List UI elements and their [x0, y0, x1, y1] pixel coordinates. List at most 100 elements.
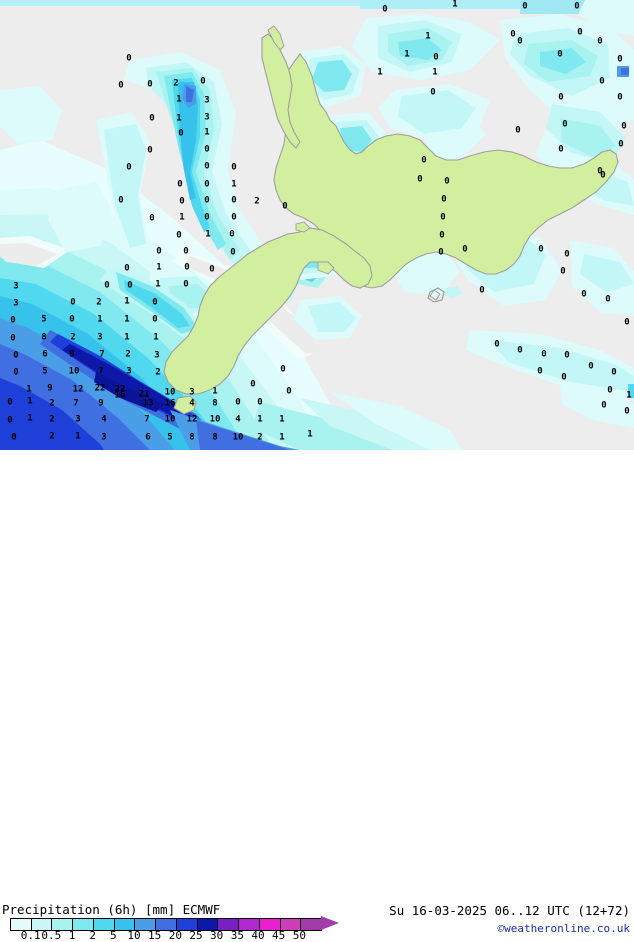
precip-value: 0 — [599, 76, 605, 87]
precip-value: 0 — [229, 229, 235, 240]
precip-value: 0 — [177, 179, 183, 190]
northland-peninsula — [261, 33, 301, 149]
precip-value: 0 — [209, 264, 215, 275]
precip-value: 1 — [279, 414, 285, 425]
precip-value: 1 — [626, 390, 632, 401]
precip-value: 0 — [538, 244, 544, 255]
precip-value: 0 — [257, 397, 263, 408]
precip-value: 0 — [13, 367, 19, 378]
precip-value: 0 — [124, 263, 130, 274]
precip-value: 0 — [7, 415, 13, 426]
precip-value: 0 — [7, 397, 13, 408]
color-scale-tick-15: 15 — [148, 929, 162, 942]
precip-value: 1 — [75, 431, 81, 442]
precip-value: 0 — [515, 125, 521, 136]
precip-value: 0 — [439, 230, 445, 241]
precip-value: 1 — [124, 332, 130, 343]
precip-value: 1 — [176, 113, 182, 124]
precip-value: 0 — [557, 49, 563, 60]
color-scale-tick-40: 40 — [251, 929, 265, 942]
color-scale-tick-45: 45 — [272, 929, 286, 942]
precip-value: 0 — [607, 385, 613, 396]
chatham-islands — [427, 287, 445, 303]
precip-value: 0 — [611, 367, 617, 378]
precip-value: 1 — [26, 384, 32, 395]
precip-value: 2 — [155, 367, 161, 378]
precip-value: 0 — [204, 195, 210, 206]
precip-value: 10 — [68, 366, 80, 377]
precip-value: 1 — [27, 413, 33, 424]
precip-value: 1 — [425, 31, 431, 42]
precip-value: 0 — [250, 379, 256, 390]
precip-value: 1 — [156, 262, 162, 273]
precip-value: 0 — [127, 280, 133, 291]
precip-value: 3 — [204, 95, 210, 106]
precip-value: 0 — [618, 139, 624, 150]
precip-value: 1 — [176, 94, 182, 105]
map-title: Precipitation (6h) [mm] ECMWF — [2, 902, 221, 917]
precip-value: 0 — [231, 212, 237, 223]
precip-value: 0 — [10, 333, 16, 344]
precip-value: 0 — [541, 349, 547, 360]
precip-value: 3 — [101, 432, 107, 443]
precip-value: 0 — [280, 364, 286, 375]
precip-value: 5 — [167, 432, 173, 443]
marlborough-sounds — [295, 221, 311, 233]
precip-value: 0 — [152, 314, 158, 325]
precip-value: 7 — [99, 349, 105, 360]
precip-value: 1 — [404, 49, 410, 60]
color-scale-ticks: 0.1 0.5 1 2 5 10 15 20 25 30 35 40 45 50 — [0, 929, 340, 942]
precip-value: 0 — [605, 294, 611, 305]
precip-value: 1 — [377, 67, 383, 78]
precip-value: 0 — [147, 145, 153, 156]
precip-value: 0 — [149, 213, 155, 224]
precip-value: 4 — [235, 414, 241, 425]
precip-value: 0 — [118, 80, 124, 91]
precip-value: 22 — [94, 383, 106, 394]
precip-value: 0 — [176, 230, 182, 241]
precip-value: 1 — [279, 432, 285, 443]
precip-value: 0 — [574, 1, 580, 12]
precip-value: 2 — [125, 349, 131, 360]
precip-value: 0 — [183, 279, 189, 290]
precip-value: 4 — [101, 414, 107, 425]
precip-value: 3 — [204, 112, 210, 123]
precip-value: 0 — [440, 212, 446, 223]
precip-value: 0 — [597, 166, 603, 177]
precip-value: 3 — [154, 350, 160, 361]
precip-value: 1 — [153, 332, 159, 343]
precip-value: 6 — [145, 432, 151, 443]
precip-value: 1 — [97, 314, 103, 325]
color-scale-tick-25: 25 — [189, 929, 203, 942]
precip-value: 0 — [421, 155, 427, 166]
precip-value: 0 — [70, 297, 76, 308]
map-canvas — [0, 0, 634, 450]
precip-value: 2 — [70, 332, 76, 343]
precip-value: 1 — [212, 386, 218, 397]
forecast-datetime: Su 16-03-2025 06..12 UTC (12+72) — [389, 903, 630, 918]
precip-value: 2 — [257, 432, 263, 443]
precip-value: 0 — [624, 317, 630, 328]
precip-value: 16 — [164, 398, 176, 409]
color-scale-tick-50: 50 — [292, 929, 306, 942]
precip-value: 7 — [98, 366, 104, 377]
color-scale-tick-2: 2 — [89, 929, 96, 942]
color-scale-tick-0.5: 0.5 — [41, 929, 62, 942]
precip-value: 0 — [494, 339, 500, 350]
precip-value: 2 — [254, 196, 260, 207]
precip-value: 1 — [204, 127, 210, 138]
precip-value: 1 — [179, 212, 185, 223]
precip-value: 2 — [49, 398, 55, 409]
precip-value: 1 — [205, 229, 211, 240]
stewart-island — [173, 395, 197, 415]
precip-value: 0 — [147, 79, 153, 90]
precip-value: 0 — [479, 285, 485, 296]
copyright-credit: ©weatheronline.co.uk — [497, 922, 630, 935]
precip-value: 0 — [564, 249, 570, 260]
precip-value: 10 — [164, 387, 176, 398]
chatham-islands-detail — [429, 289, 441, 301]
precip-value: 0 — [230, 247, 236, 258]
precip-value: 0 — [624, 406, 630, 417]
